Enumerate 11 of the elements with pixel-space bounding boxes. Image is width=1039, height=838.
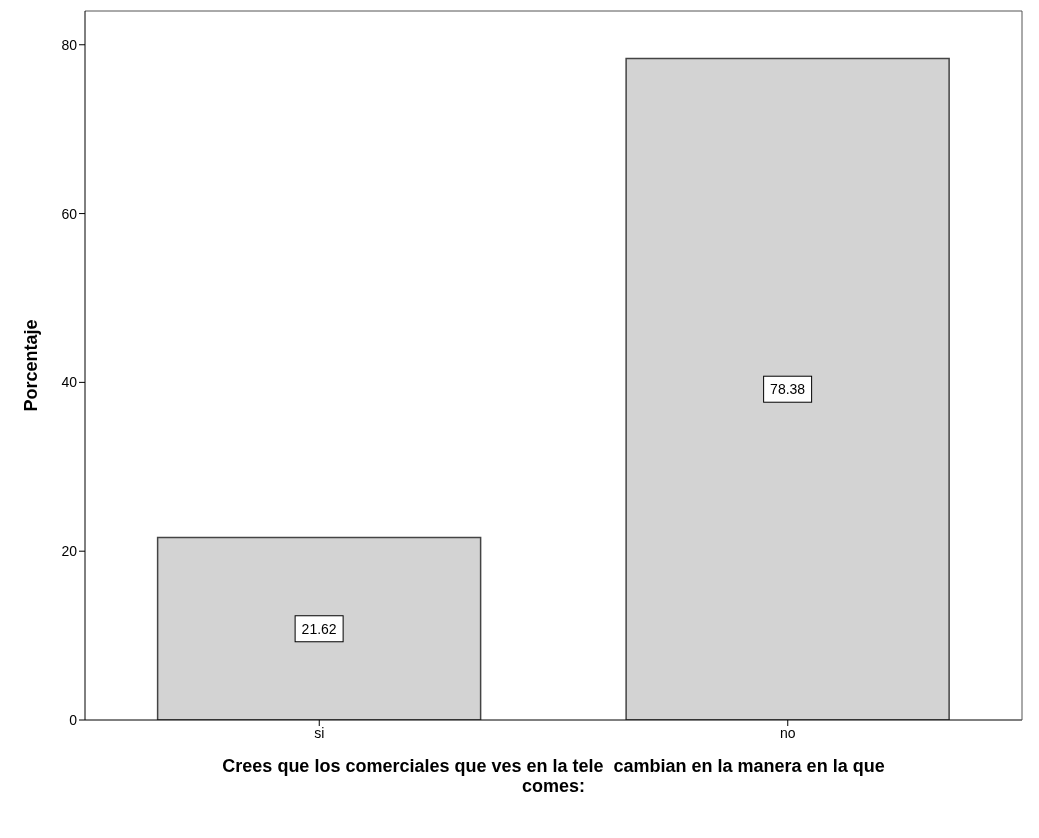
y-tick-label: 60: [61, 205, 78, 222]
y-tick-label: 40: [61, 374, 78, 391]
x-tick-label: si: [314, 724, 325, 741]
y-tick-label: 0: [69, 711, 78, 728]
data-label: 21.62: [301, 620, 337, 637]
x-axis-title: Crees que los comerciales que ves en la tele cambian en la manera en la que comes:: [222, 756, 885, 796]
y-axis-title: Porcentaje: [21, 319, 42, 412]
y-tick-label: 80: [61, 36, 78, 53]
x-tick-label: no: [779, 724, 796, 741]
data-label: 78.38: [770, 381, 806, 398]
y-tick-label: 20: [61, 543, 78, 560]
